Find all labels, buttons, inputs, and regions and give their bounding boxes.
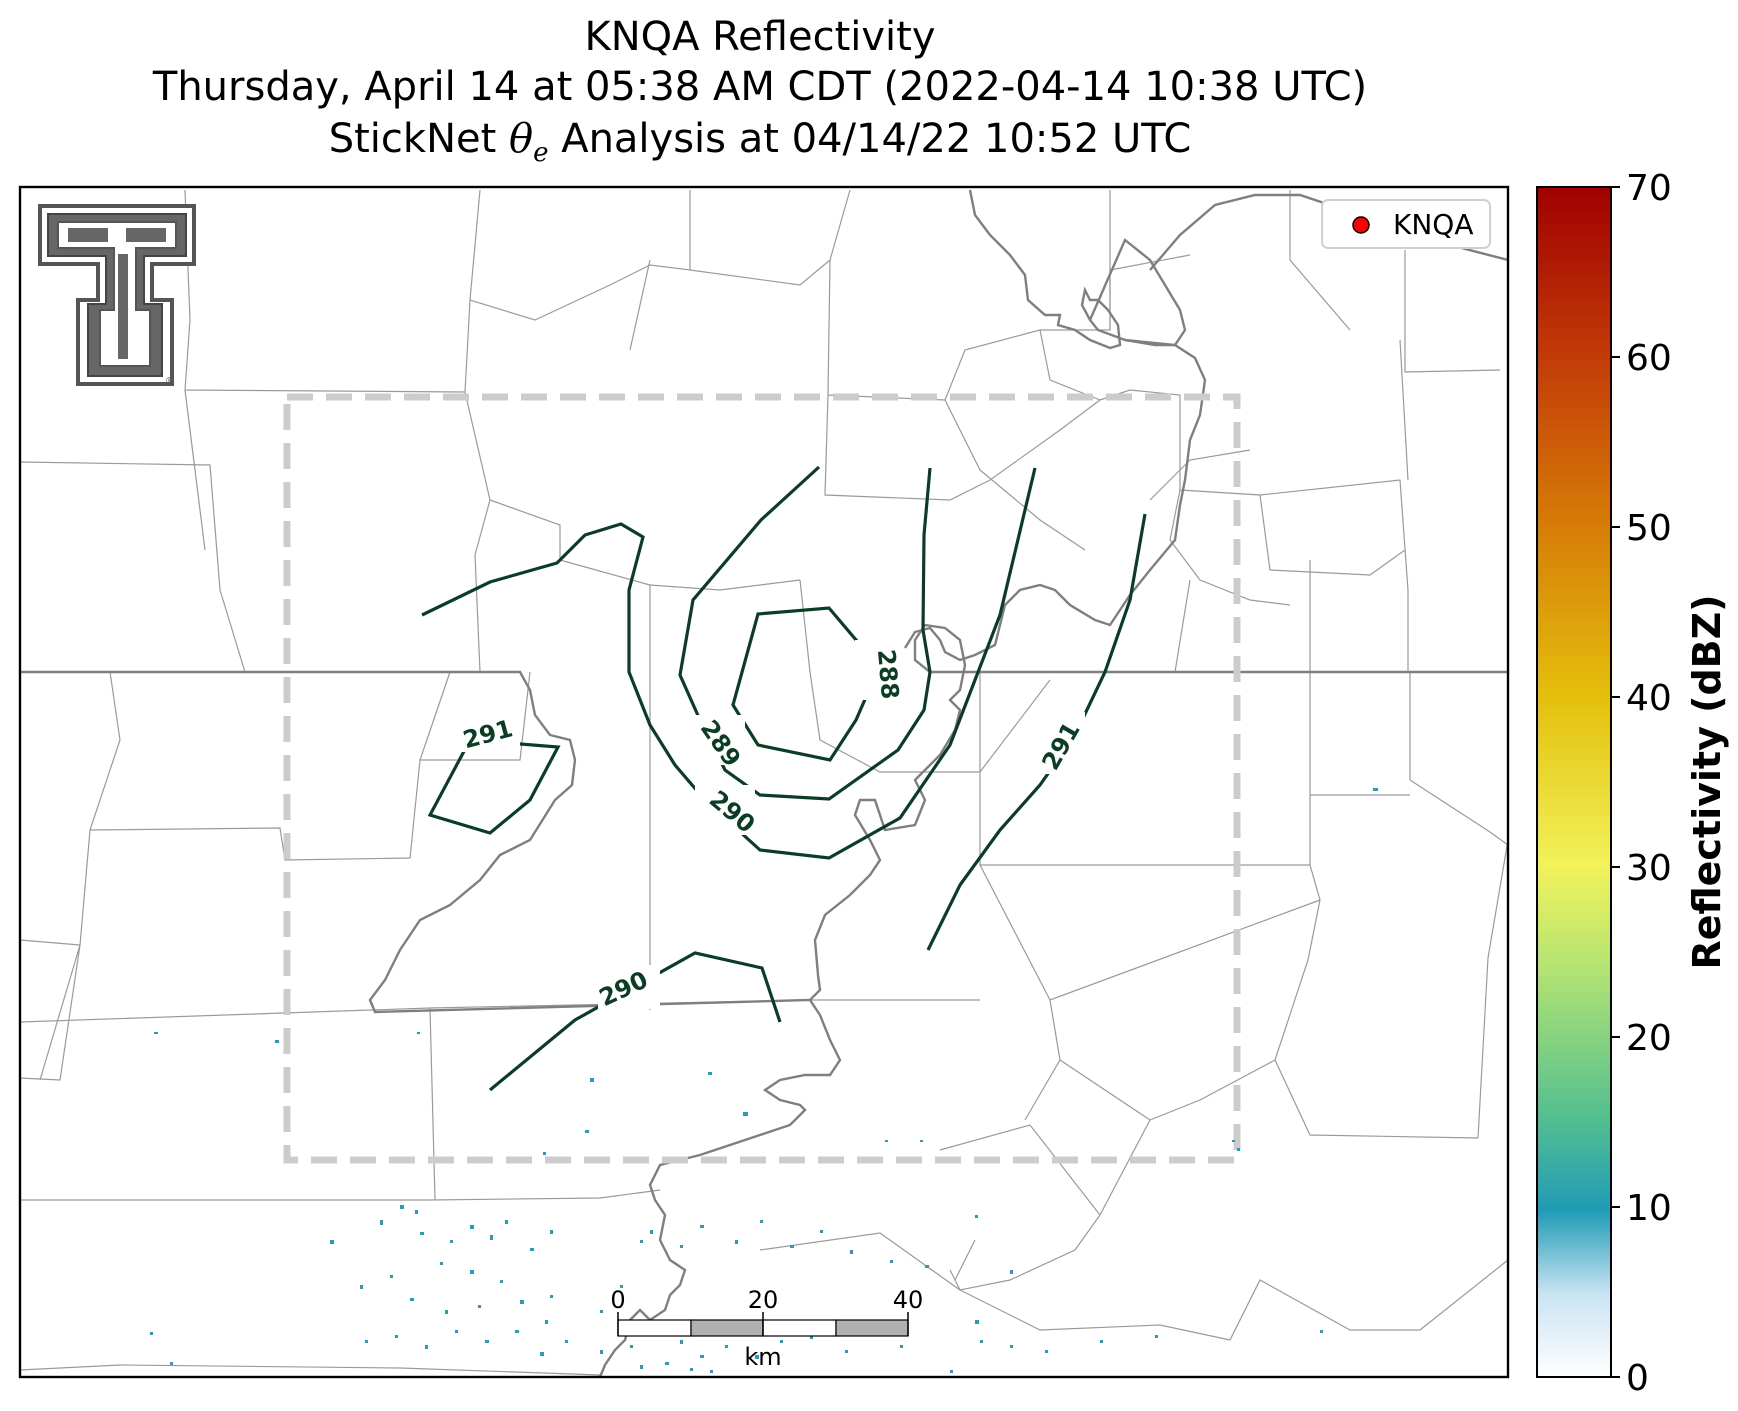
map-frame [18,185,1510,1379]
contour-labels: 288 289 290 291 291 290 [458,640,1086,1012]
map-title: KNQA Reflectivity [584,14,936,60]
cbar-tick-30: 30 [1626,848,1672,889]
map-subtitle-time: Thursday, April 14 at 05:38 AM CDT (2022… [152,64,1368,110]
texas-tech-double-t-logo: ® [38,204,196,387]
contour-label-288: 288 [872,648,904,700]
analysis-domain-box [283,393,1241,1164]
cbar-tick-70: 70 [1626,168,1672,209]
map-panel: 288 289 290 291 291 290 0 20 40 km [20,187,1508,1377]
scale-unit: km [744,1343,781,1371]
knqa-marker-icon [1352,216,1370,234]
state-borders [20,189,1508,1377]
map-subtitle-analysis: StickNet θe Analysis at 04/14/22 10:52 U… [328,116,1192,168]
scale-tick-0: 0 [610,1286,625,1314]
colorbar: 0 10 20 30 40 50 60 70 Reflectivity (dBZ… [1536,168,1729,1399]
colorbar-ticks [1611,186,1620,1378]
contour-289 [678,465,932,801]
colorbar-label: Reflectivity (dBZ) [1685,594,1729,969]
scale-tick-20: 20 [748,1286,779,1314]
scale-bar: 0 20 40 km [610,1286,923,1371]
legend-label-knqa: KNQA [1393,208,1474,241]
theta-e-contours [421,465,1147,1092]
svg-text:®: ® [165,376,175,387]
cbar-tick-10: 10 [1626,1188,1672,1229]
cbar-tick-20: 20 [1626,1018,1672,1059]
contour-290-south [488,951,782,1092]
contour-291-west [427,738,561,835]
cbar-tick-50: 50 [1626,508,1672,549]
county-borders [20,189,1508,1376]
contour-290-north [421,467,1037,860]
legend: KNQA [1321,199,1491,249]
cbar-tick-0: 0 [1626,1358,1649,1399]
cbar-tick-40: 40 [1626,678,1672,719]
scale-tick-40: 40 [893,1286,924,1314]
cbar-tick-60: 60 [1626,338,1672,379]
